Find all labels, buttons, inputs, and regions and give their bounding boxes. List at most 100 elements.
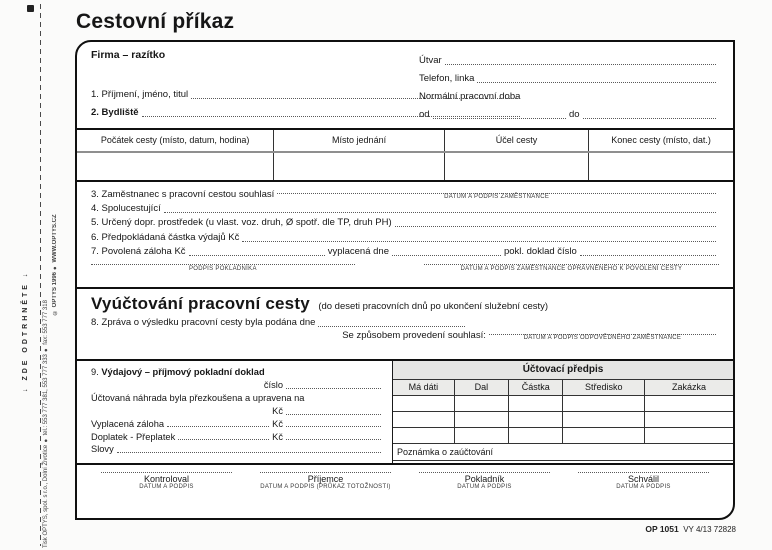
header-right-fields: Útvar Telefon, linka Normální pracovní d… [419,49,719,121]
voucher-slovy-row: Slovy [91,444,384,455]
settlement-title: Vyúčtování pracovní cesty [91,294,310,313]
section-items: 3. Zaměstnanec s pracovní cestou souhlas… [77,180,733,287]
approver-signature-block: DATUM A PODPIS ZAMĚSTNANCE OPRÁVNĚNÉHO K… [423,264,719,273]
cislo-label: číslo [263,380,283,391]
signature-prijemce: Příjemce DATUM A PODPIS (PRŮKAZ TOTOŽNOS… [246,472,405,518]
kc-fill-line-2 [286,426,381,428]
col-stredisko: Středisko [562,378,646,396]
signature-caption: DATUM A PODPIS [457,484,512,490]
journey-cell [273,152,445,180]
settlement-subtitle: (do deseti pracovních dnů po ukončení sl… [318,301,549,312]
item-3-fill-line [277,192,716,194]
tear-off-dashed-line [40,4,41,546]
approver-signature-caption: DATUM A PODPIS ZAMĚSTNANCE OPRÁVNĚNÉHO K… [460,266,683,273]
grid-cell [562,426,646,444]
journey-cell [588,152,733,180]
voucher-nahrada-row: Účtovaná náhrada byla přezkoušena a upra… [91,393,384,404]
voucher-title: Výdajový – příjmový pokladní doklad [101,367,265,378]
do-fill-line [582,118,716,119]
print-registration-mark [27,5,34,12]
items-signature-row: PODPIS POKLADNÍKA DATUM A PODPIS ZAMĚSTN… [91,264,719,272]
signature-line [578,472,709,473]
form-body: Firma – razítko Útvar Telefon, linka Nor… [75,40,735,520]
item-4-fill-line [163,211,716,213]
company-stamp-label: Firma – razítko [91,49,166,61]
voucher-kc-row: Kč [91,406,384,417]
item-7-fill-2 [392,255,501,257]
signature-name: Schválil [627,474,659,484]
tear-off-label: ↓ ZDE ODTRHNĚTE ↓ [22,270,29,392]
slovy-label: Slovy [91,444,114,455]
journey-col-end: Konec cesty (místo, dat.) [588,130,733,153]
item-6-fill-line [242,240,716,242]
cislo-fill-line [286,387,381,389]
name-fill-line [191,97,520,99]
journey-table: Počátek cesty (místo, datum, hodina) Mís… [77,130,733,180]
cashier-signature-caption: PODPIS POKLADNÍKA [188,266,257,273]
utvar-label: Útvar [419,55,442,67]
voucher-zaloha-row: Vyplacená záloha Kč [91,419,384,430]
voucher-doplatek-row: Doplatek - Přeplatek Kč [91,432,384,443]
item-4: 4. Spolucestující [91,203,719,215]
approval-caption: DATUM A PODPIS ODPOVĚDNÉHO ZAMĚSTNANCE [523,334,682,341]
approver-signature-line [423,264,719,266]
signature-caption: DATUM A PODPIS [616,484,671,490]
grid-cell [393,394,455,412]
field-pracovni-doba: Normální pracovní doba [419,85,719,103]
utvar-fill-line [444,64,716,65]
item-6-label: 6. Předpokládaná částka výdajů Kč [91,231,240,243]
signature-name: Příjemce [307,474,344,484]
voucher-cislo-row: číslo [91,380,384,391]
section-header: Firma – razítko Útvar Telefon, linka Nor… [77,42,733,128]
zaloha-fill-line [167,426,270,428]
item-3-caption: DATUM A PODPIS ZAMĚSTNANCE [444,193,550,200]
kc-fill-line-3 [286,439,381,441]
voucher-number: 9. [91,367,99,378]
journey-col-place: Místo jednání [273,130,445,153]
item-8-fill-line [318,325,465,327]
address-fill-line [141,115,520,117]
kc-label-3: Kč [272,431,283,442]
zaloha-label: Vyplacená záloha [91,418,165,429]
accounting-grid-wrap: Účtovací předpis Má dáti Dal Částka Stře… [392,361,733,463]
grid-cell [393,426,455,444]
pracovni-doba-label: Normální pracovní doba [419,91,521,103]
signature-name: Pokladník [464,474,505,484]
approval-fill-line [488,333,716,335]
grid-cell [508,394,564,412]
form-code: OP 1051 [645,524,679,534]
accounting-grid: Účtovací předpis Má dáti Dal Částka Stře… [393,361,733,461]
item-7-label-b: vyplacená dne [327,246,389,258]
item-7-fill-1 [188,255,325,257]
item-7-fill-3 [579,255,716,257]
grid-cell [453,394,510,412]
section-cash-voucher: 9. Výdajový – příjmový pokladní doklad č… [77,359,733,463]
grid-cell [453,410,510,428]
journey-cell [443,152,589,180]
journey-col-start: Počátek cesty (místo, datum, hodina) [77,130,274,153]
signature-name: Kontroloval [143,474,190,484]
signature-line [101,472,232,473]
voucher-title-row: 9. Výdajový – příjmový pokladní doklad [91,367,384,378]
field-utvar: Útvar [419,49,719,67]
item-7: 7. Povolená záloha Kč vyplacená dne pokl… [91,246,719,258]
printer-info-text: Tisk OPTYS, spol. s r.o., Dolní Životice… [43,300,49,548]
kc-label-1: Kč [272,405,283,416]
cashier-signature-line [91,264,355,266]
item-8: 8. Zpráva o výsledku pracovní cesty byla… [91,317,468,329]
telefon-fill-line [477,82,716,83]
item-5-label: 5. Určený dopr. prostředek (u vlast. voz… [91,217,392,229]
item-7-label-a: 7. Povolená záloha Kč [91,246,186,258]
doplatek-label: Doplatek - Přeplatek [91,431,176,442]
grid-cell [644,394,733,412]
field-telefon: Telefon, linka [419,67,719,85]
do-label: do [569,109,580,121]
signature-pokladnik: Pokladník DATUM A PODPIS [405,472,564,518]
field-od-do: od do [419,103,719,121]
grid-cell [508,426,564,444]
cashier-signature-block: PODPIS POKLADNÍKA [91,264,355,272]
grid-cell [562,394,646,412]
section-signatures: Kontroloval DATUM A PODPIS Příjemce DATU… [77,463,733,518]
item-3-fill: DATUM A PODPIS ZAMĚSTNANCE [274,192,719,201]
grid-cell [453,426,510,444]
